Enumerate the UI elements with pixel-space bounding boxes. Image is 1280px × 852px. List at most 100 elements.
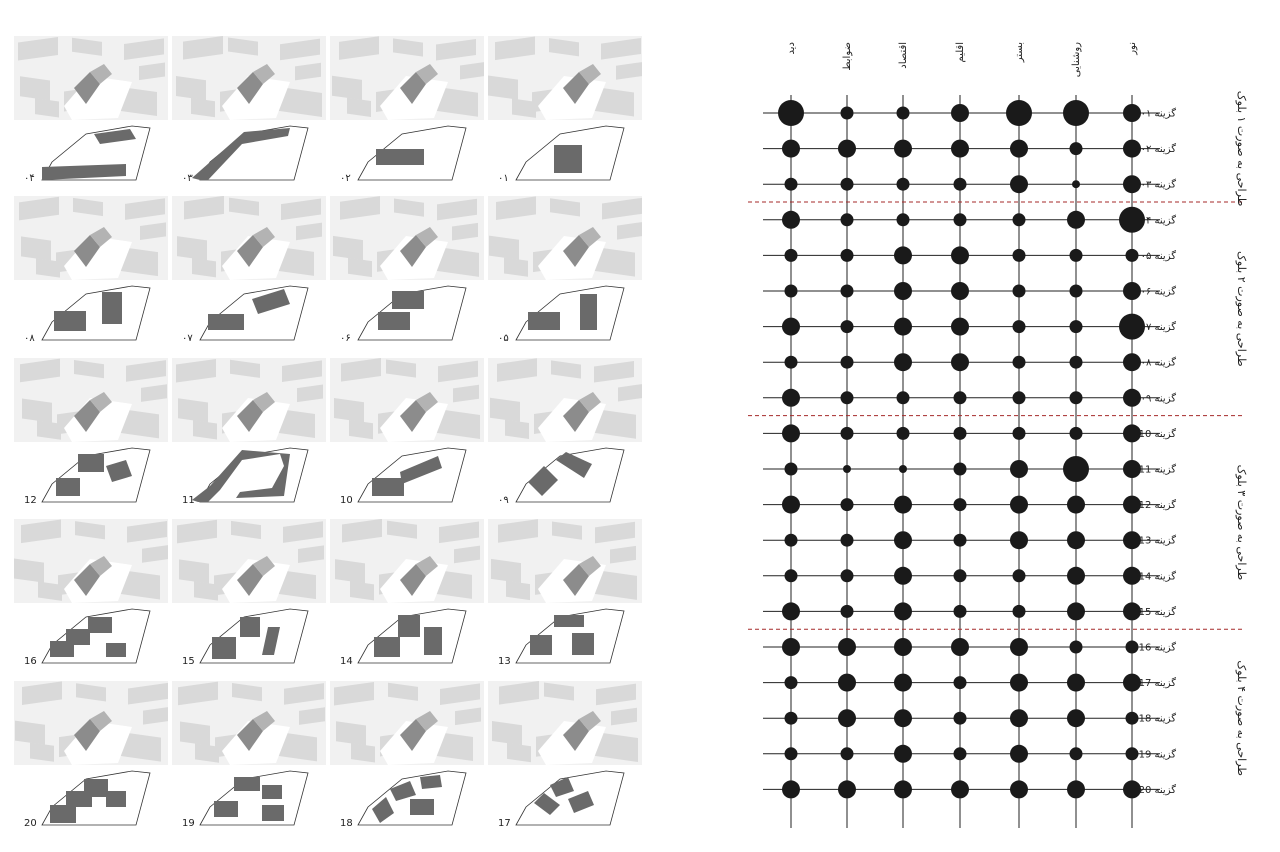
score-dot [840,213,854,227]
context-building [280,38,320,61]
context-building [176,358,216,383]
score-dot [1123,495,1141,514]
context-building [452,222,478,241]
context-buildings [176,358,323,442]
score-dot [953,747,967,761]
context-buildings [492,681,638,765]
building-block [390,781,416,801]
context-building [552,521,582,540]
context-building [232,683,262,702]
building-block [554,615,584,627]
option-number: 19 [182,818,195,829]
building-block [84,779,108,797]
context-building [495,36,535,61]
option-number: 14 [340,656,353,667]
score-dot [1123,424,1141,443]
option-label: گزینه 15 [1139,606,1177,618]
score-dot [1069,391,1083,405]
context-building [489,235,519,260]
score-dot [1069,248,1083,262]
option-label: گزینه 17 [1139,677,1177,689]
score-dot [953,177,967,191]
score-dot [953,676,967,690]
score-dot [1010,460,1028,478]
context-building [339,36,379,60]
context-building [544,682,574,701]
building-block [372,797,394,823]
context-building [195,743,219,763]
proposed-massing [237,719,263,751]
proposed-massing [400,719,426,751]
proposed-massing [579,64,601,84]
proposed-massing [90,711,112,731]
context-building [490,397,520,422]
score-dot [782,780,800,799]
option-label: گزینه 18 [1139,713,1177,725]
context-building [453,384,479,403]
building-block [568,791,594,813]
score-dot [1123,531,1141,550]
proposed-massing [237,72,263,104]
building-block [400,456,442,484]
proposed-massing [563,564,589,596]
proposed-massing [416,227,438,247]
building-block [528,466,558,496]
score-dot [1069,747,1083,761]
proposed-massing [74,400,100,432]
context-buildings [334,358,480,442]
score-dot [1125,640,1139,654]
context-building [177,236,207,261]
score-dot [838,780,856,799]
score-dot [896,106,910,120]
option-label: گزینه 20 [1139,784,1177,796]
score-dot [894,246,912,265]
score-dot [782,388,800,407]
context-building [394,198,424,217]
score-dot [784,284,798,298]
context-building [491,558,521,584]
score-dot [894,353,912,372]
context-building [36,258,60,278]
context-building [618,383,642,402]
context-building [506,580,530,601]
proposed-massing [400,235,426,267]
proposed-massing [90,227,112,247]
score-dot [840,248,854,262]
score-dot [894,638,912,656]
context-building [387,520,417,539]
score-dot [1010,709,1028,728]
score-dot [1069,284,1083,298]
building-block [534,793,560,815]
context-buildings [19,196,166,280]
proposed-massing [74,564,100,596]
context-building [14,558,44,583]
context-building [498,519,538,543]
score-dot [951,282,969,300]
option-label: گزینه ۰۴ [1141,214,1177,226]
building-block [392,291,424,309]
proposed-massing [253,64,275,84]
context-building [19,196,59,221]
context-building [176,76,206,101]
score-dot [894,139,912,158]
score-dot [1010,175,1028,194]
building-block [88,617,112,633]
context-building [231,520,261,540]
score-dot [782,495,800,514]
context-building [592,731,638,763]
context-buildings [334,681,481,765]
context-building [75,521,105,540]
context-building [124,38,164,60]
context-buildings [333,196,479,280]
proposed-massing [90,556,112,576]
building-block [374,637,400,657]
context-building [127,520,167,543]
score-dot [840,604,854,618]
context-building [276,86,322,118]
building-block [78,454,104,472]
proposed-massing [579,556,601,576]
context-building [126,360,166,382]
design-option-card: ۰۶ [330,196,484,344]
context-buildings [20,358,167,442]
score-dot [838,709,856,728]
